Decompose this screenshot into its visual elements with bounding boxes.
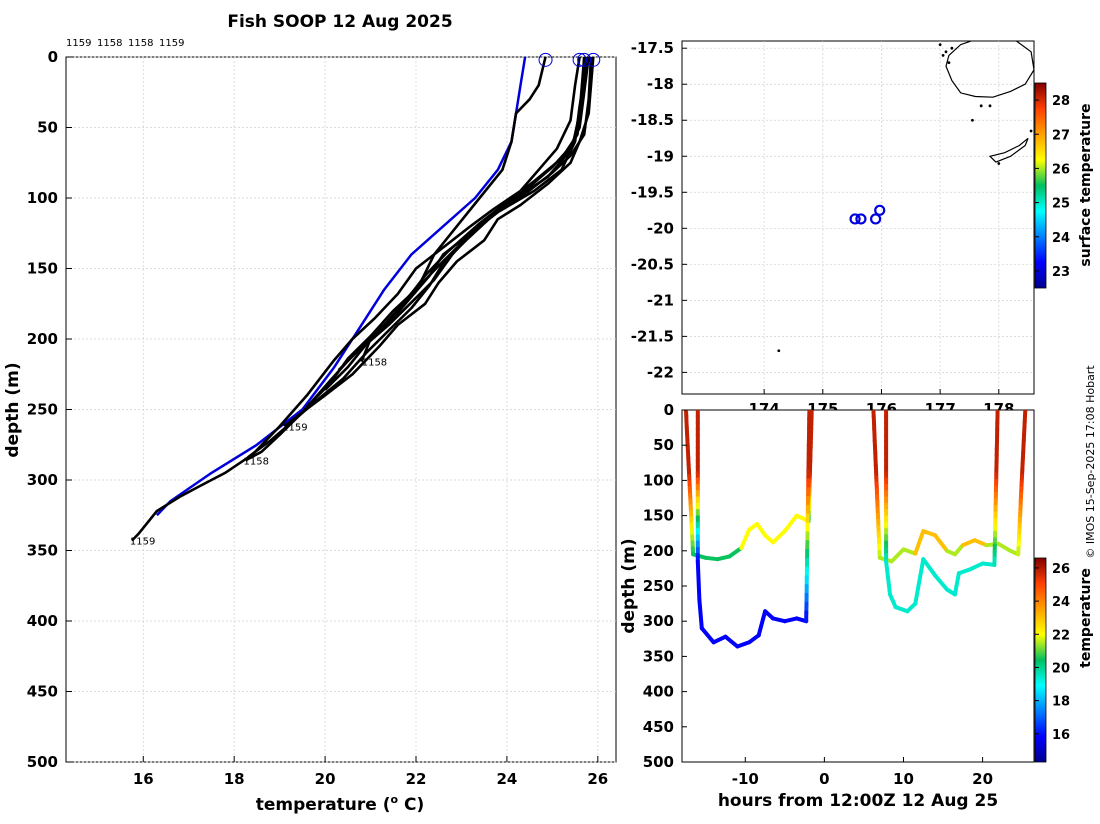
section-y-label: depth (m): [619, 538, 639, 633]
x-tick-label: 18: [224, 770, 245, 788]
islet: [945, 50, 948, 53]
islet: [997, 162, 1000, 165]
profile-panel: 16 18 20 22 24 26 0 50 100 150 200 250 300 350 400 450 5…: [3, 38, 616, 815]
section-y-tick-label: 150: [643, 507, 674, 525]
islet: [971, 119, 974, 122]
profile-end-label: 1158: [362, 358, 387, 369]
map-colorbar-tick-label: 23: [1052, 265, 1070, 280]
section-x-tick-label: 10: [893, 770, 914, 788]
map-colorbar-tick-label: 26: [1052, 162, 1070, 177]
section-y-tick-label: 50: [653, 436, 674, 454]
section-colorbar-tick-label: 18: [1052, 695, 1070, 710]
profile-axes-box: [66, 57, 616, 762]
map-y-tick-label: -20: [647, 219, 674, 237]
y-tick-label: 200: [27, 330, 58, 348]
x-tick-label: 26: [587, 770, 608, 788]
islet: [980, 104, 983, 107]
islet: [939, 43, 942, 46]
section-colorbar: [1035, 558, 1046, 762]
x-label-main: temperature (: [256, 795, 391, 815]
top-profile-label: 1159: [159, 38, 184, 49]
y-tick-label: 350: [27, 542, 58, 560]
y-tick-label: 0: [48, 48, 58, 66]
map-y-tick-label: -17.5: [631, 39, 674, 57]
section-colorbar-tick-label: 20: [1052, 661, 1070, 676]
section-y-tick-label: 500: [643, 753, 674, 771]
top-profile-label: 1158: [97, 38, 122, 49]
y-tick-label: 300: [27, 471, 58, 489]
profile-y-label: depth (m): [3, 362, 23, 457]
x-tick-label: 20: [315, 770, 336, 788]
map-y-tick-label: -18: [647, 75, 674, 93]
section-x-tick-label: 0: [819, 770, 829, 788]
y-tick-label: 150: [27, 260, 58, 278]
section-colorbar-tick-label: 24: [1052, 595, 1070, 610]
map-y-tick-label: -20.5: [631, 255, 674, 273]
section-x-tick-label: -10: [732, 770, 759, 788]
section-colorbar-tick-label: 16: [1052, 728, 1070, 743]
map-colorbar-tick-label: 24: [1052, 231, 1070, 246]
profile-end-label: 1158: [244, 456, 269, 467]
map-colorbar-tick-label: 25: [1052, 197, 1070, 212]
islet: [942, 54, 945, 57]
map-colorbar-tick-label: 27: [1052, 128, 1070, 143]
section-y-tick-label: 450: [643, 718, 674, 736]
section-colorbar-label: temperature: [1078, 568, 1094, 668]
map-y-tick-label: -18.5: [631, 111, 674, 129]
section-x-tick-label: 20: [972, 770, 993, 788]
top-profile-label: 1158: [128, 38, 153, 49]
islet: [1030, 130, 1033, 133]
y-tick-label: 450: [27, 683, 58, 701]
section-y-tick-label: 0: [664, 401, 674, 419]
map-colorbar-tick-label: 28: [1052, 94, 1070, 109]
islet: [950, 47, 953, 50]
map-y-tick-label: -19: [647, 147, 674, 165]
figure-title: Fish SOOP 12 Aug 2025: [227, 12, 452, 32]
section-segment: [699, 600, 701, 628]
y-tick-label: 250: [27, 401, 58, 419]
map-colorbar-label: surface temperature: [1078, 103, 1094, 266]
profile-x-label: temperature (o C): [256, 793, 425, 815]
profile-end-label: 1159: [282, 422, 307, 433]
section-segment: [698, 561, 700, 600]
top-profile-label: 1159: [66, 38, 91, 49]
map-colorbar: [1035, 83, 1046, 288]
profile-end-label: 1159: [130, 537, 155, 548]
map-y-tick-label: -21.5: [631, 327, 674, 345]
map-y-tick-label: -22: [647, 363, 674, 381]
section-colorbar-tick-label: 26: [1052, 562, 1070, 577]
section-y-tick-label: 300: [643, 612, 674, 630]
y-tick-label: 100: [27, 189, 58, 207]
y-tick-label: 500: [27, 753, 58, 771]
section-colorbar-tick-label: 22: [1052, 628, 1070, 643]
islet: [948, 61, 951, 64]
x-tick-label: 22: [406, 770, 427, 788]
section-y-tick-label: 100: [643, 471, 674, 489]
section-y-tick-label: 350: [643, 647, 674, 665]
section-y-tick-label: 200: [643, 542, 674, 560]
section-axes-box: [682, 410, 1034, 762]
map-y-tick-label: -21: [647, 291, 674, 309]
y-tick-label: 50: [37, 119, 58, 137]
credit-text: © IMOS 15-Sep-2025 17:08 Hobart: [1084, 365, 1097, 559]
islet: [777, 349, 780, 352]
map-axes-box: [682, 41, 1034, 394]
x-label-tail: C): [398, 795, 424, 815]
x-tick-label: 16: [133, 770, 154, 788]
map-y-tick-label: -19.5: [631, 183, 674, 201]
section-x-label: hours from 12:00Z 12 Aug 25: [718, 791, 998, 811]
section-y-tick-label: 400: [643, 683, 674, 701]
y-tick-label: 400: [27, 612, 58, 630]
islet: [989, 104, 992, 107]
x-tick-label: 24: [496, 770, 517, 788]
section-y-tick-label: 250: [643, 577, 674, 595]
